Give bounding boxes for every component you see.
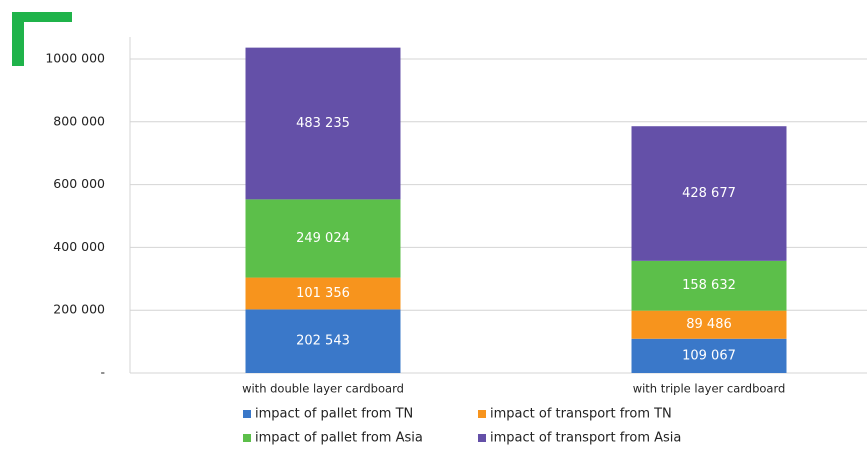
legend-swatch bbox=[243, 410, 251, 418]
bar-segment bbox=[245, 277, 401, 310]
value-label: 101 356 bbox=[296, 286, 350, 301]
y-tick-label: 1000 000 bbox=[45, 50, 105, 65]
x-tick-label: with double layer cardboard bbox=[242, 382, 404, 396]
legend-swatch bbox=[478, 410, 486, 418]
y-tick-label: 600 000 bbox=[53, 176, 105, 191]
legend-label: impact of pallet from Asia bbox=[255, 431, 423, 446]
bar-segment bbox=[631, 310, 787, 339]
legend-swatch bbox=[243, 434, 251, 442]
bar-segment bbox=[245, 47, 401, 200]
bar-segment bbox=[631, 260, 787, 311]
y-tick-label: 800 000 bbox=[53, 113, 105, 128]
bar-segment bbox=[245, 199, 401, 278]
bar-segment bbox=[631, 338, 787, 373]
value-label: 483 235 bbox=[296, 116, 350, 131]
y-tick-label: 200 000 bbox=[53, 302, 105, 317]
value-label: 158 632 bbox=[682, 278, 736, 293]
legend-label: impact of transport from TN bbox=[490, 407, 672, 422]
y-tick-label: - bbox=[100, 365, 105, 380]
x-tick-label: with triple layer cardboard bbox=[633, 382, 786, 396]
logo-corner bbox=[12, 12, 72, 66]
legend-label: impact of transport from Asia bbox=[490, 431, 681, 446]
value-label: 202 543 bbox=[296, 334, 350, 349]
value-label: 428 677 bbox=[682, 186, 736, 201]
value-label: 109 067 bbox=[682, 348, 736, 363]
value-label: 89 486 bbox=[686, 317, 732, 332]
y-tick-label: 400 000 bbox=[53, 239, 105, 254]
legend-swatch bbox=[478, 434, 486, 442]
bar-segment bbox=[245, 309, 401, 373]
legend-label: impact of pallet from TN bbox=[255, 407, 413, 422]
bar-segment bbox=[631, 126, 787, 261]
value-label: 249 024 bbox=[296, 231, 350, 246]
